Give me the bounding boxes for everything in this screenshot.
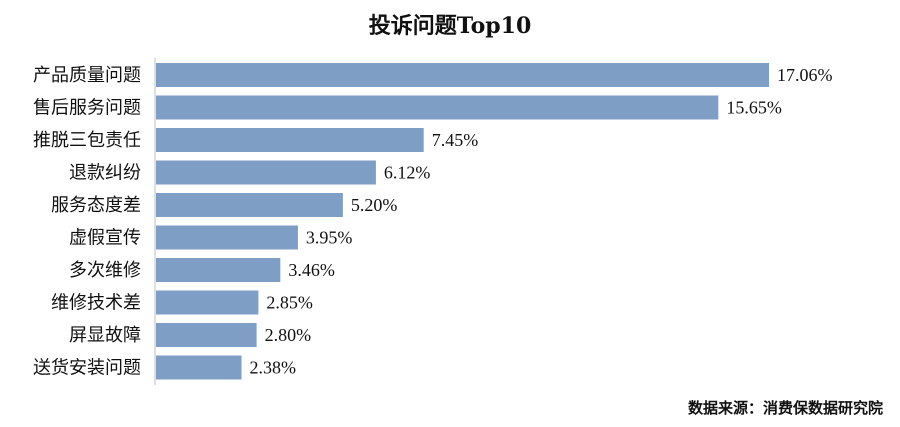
data-label-4: 6.12% — [384, 163, 431, 183]
category-label-4: 退款纠纷 — [69, 163, 141, 184]
category-label-2: 售后服务问题 — [33, 98, 141, 119]
data-label-1: 17.06% — [777, 65, 833, 85]
data-label-6: 3.95% — [306, 228, 353, 248]
data-label-2: 15.65% — [726, 98, 782, 118]
bar-10 — [156, 355, 242, 380]
category-label-9: 屏显故障 — [69, 325, 141, 346]
category-label-3: 推脱三包责任 — [33, 130, 141, 151]
category-label-6: 虚假宣传 — [69, 228, 141, 249]
bar-4 — [156, 160, 376, 185]
source-note: 数据来源：消费保数据研究院 — [688, 399, 883, 417]
bar-6 — [156, 225, 298, 250]
category-label-7: 多次维修 — [69, 260, 141, 281]
bar-3 — [156, 128, 424, 152]
bar-1 — [156, 63, 769, 87]
bar-5 — [156, 193, 343, 217]
category-labels-group: 产品质量问题售后服务问题推脱三包责任退款纠纷服务态度差虚假宣传多次维修维修技术差… — [33, 65, 141, 379]
data-label-8: 2.85% — [266, 293, 313, 313]
data-label-3: 7.45% — [432, 130, 479, 150]
data-label-7: 3.46% — [288, 260, 335, 280]
bars-group — [156, 63, 769, 380]
chart-title: 投诉问题Top10 — [369, 13, 532, 39]
data-labels-group: 17.06% 15.65% 7.45%6.12% 5.20% 3.95% 3.46% 2.8… — [250, 65, 833, 378]
data-label-9: 2.80% — [265, 325, 312, 345]
bar-9 — [156, 323, 257, 347]
bar-7 — [156, 258, 281, 282]
category-label-1: 产品质量问题 — [33, 65, 141, 86]
category-label-10: 送货安装问题 — [33, 358, 141, 379]
category-label-8: 维修技术差 — [51, 293, 141, 314]
bar-8 — [156, 290, 259, 315]
bar-2 — [156, 95, 719, 120]
data-label-5: 5.20% — [351, 195, 398, 215]
category-label-5: 服务态度差 — [51, 195, 141, 216]
data-label-10: 2.38% — [250, 358, 297, 378]
